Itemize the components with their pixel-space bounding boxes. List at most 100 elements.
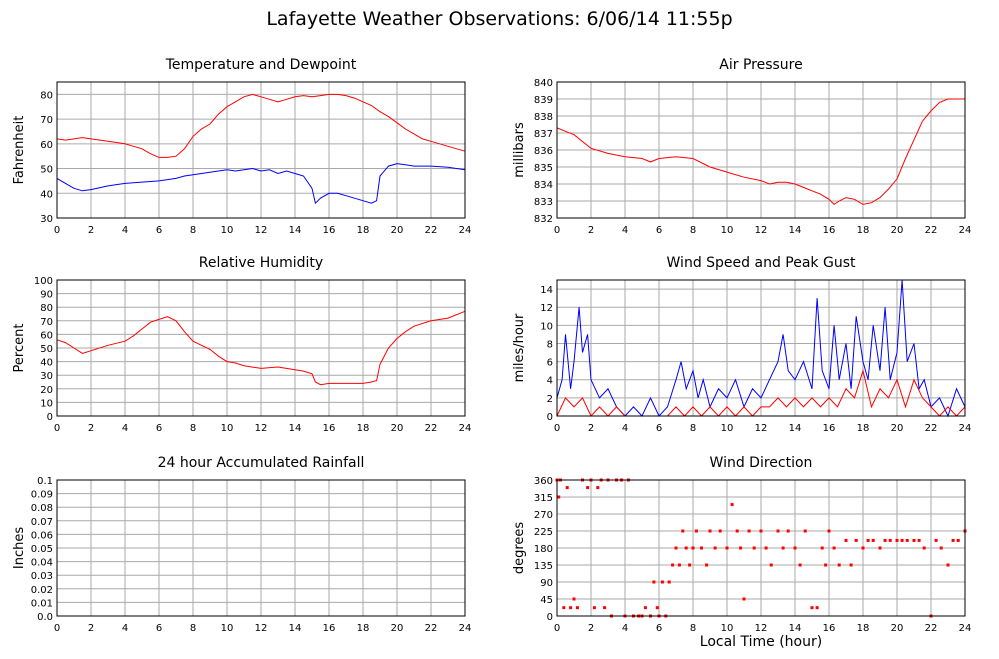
scatter-point	[643, 606, 647, 610]
x-tick-label: 6	[156, 623, 162, 634]
scatter-point	[660, 580, 664, 584]
x-tick-label: 6	[656, 623, 662, 634]
x-tick-label: 12	[255, 423, 268, 434]
scatter-point	[946, 563, 950, 567]
x-tick-label: 6	[656, 225, 662, 236]
humidity-chart: 0 2 4 6 8 10 12 14 16 18 20 22 240102030405060708090…	[12, 255, 471, 434]
scatter-point	[849, 563, 853, 567]
y-tick-label: 0.02	[31, 585, 53, 596]
y-axis-label: millibars	[512, 122, 527, 178]
x-tick-label: 18	[857, 423, 870, 434]
y-tick-label: 10	[40, 398, 53, 409]
scatter-point	[866, 538, 870, 542]
scatter-point	[934, 538, 938, 542]
y-axis-label: degrees	[512, 522, 527, 575]
y-tick-label: 40	[40, 189, 53, 200]
temperature-chart: 0 2 4 6 8 10 12 14 16 18 20 22 24304050607080Tempera…	[12, 57, 471, 236]
scatter-point	[939, 546, 943, 550]
scatter-point	[677, 563, 681, 567]
scatter-point	[684, 546, 688, 550]
chart-title: Air Pressure	[719, 57, 802, 73]
y-axis-label: Fahrenheit	[12, 116, 27, 185]
y-tick-label: 8	[547, 339, 553, 350]
scatter-point	[917, 538, 921, 542]
x-tick-label: 2	[588, 225, 594, 236]
y-tick-label: 837	[534, 129, 553, 140]
scatter-point	[815, 606, 819, 610]
y-tick-label: 12	[540, 303, 553, 314]
y-tick-label: 270	[534, 510, 553, 521]
y-tick-label: 0.0	[37, 612, 53, 623]
scatter-point	[827, 529, 831, 533]
y-tick-label: 0.03	[31, 571, 53, 582]
x-tick-label: 0	[554, 623, 560, 634]
series-line-1	[56, 163, 466, 205]
x-tick-label: 20	[891, 225, 904, 236]
scatter-point	[837, 563, 841, 567]
x-tick-label: 10	[721, 623, 734, 634]
y-tick-label: 0.08	[31, 503, 53, 514]
scatter-point	[883, 538, 887, 542]
y-tick-label: 100	[34, 276, 53, 287]
x-tick-label: 22	[425, 225, 438, 236]
scatter-point	[810, 606, 814, 610]
x-tick-label: 14	[289, 225, 302, 236]
scatter-point	[688, 563, 692, 567]
y-tick-label: 50	[40, 344, 53, 355]
y-tick-label: 225	[534, 527, 553, 538]
scatter-point	[786, 529, 790, 533]
x-tick-label: 2	[588, 423, 594, 434]
x-tick-label: 12	[755, 423, 768, 434]
x-tick-label: 16	[823, 225, 836, 236]
x-tick-label: 20	[391, 623, 404, 634]
y-tick-label: 135	[534, 561, 553, 572]
x-tick-label: 14	[789, 623, 802, 634]
x-tick-label: 20	[891, 623, 904, 634]
plot-frame	[56, 81, 466, 219]
scatter-point	[776, 529, 780, 533]
y-tick-label: 90	[40, 290, 53, 301]
y-tick-label: 833	[534, 197, 553, 208]
scatter-point	[596, 486, 600, 490]
x-tick-label: 8	[190, 623, 196, 634]
series-line-0	[56, 310, 466, 386]
y-tick-label: 834	[534, 180, 553, 191]
x-tick-label: 16	[323, 423, 336, 434]
scatter-point	[861, 546, 865, 550]
x-tick-label: 0	[54, 423, 60, 434]
scatter-point	[895, 538, 899, 542]
x-tick-label: 12	[255, 225, 268, 236]
y-tick-label: 180	[534, 544, 553, 555]
y-tick-label: 40	[40, 358, 53, 369]
scatter-point	[725, 546, 729, 550]
scatter-point	[878, 546, 882, 550]
y-tick-label: 0.05	[31, 544, 53, 555]
y-tick-label: 6	[547, 358, 553, 369]
plot-frame	[556, 479, 966, 617]
x-tick-label: 10	[721, 225, 734, 236]
x-axis-title: Local Time (hour)	[699, 634, 823, 650]
x-tick-label: 10	[221, 623, 234, 634]
scatter-point	[956, 538, 960, 542]
x-tick-label: 4	[622, 623, 628, 634]
x-tick-label: 2	[88, 423, 94, 434]
scatter-point	[603, 606, 607, 610]
scatter-point	[824, 563, 828, 567]
scatter-point	[871, 538, 875, 542]
x-tick-label: 20	[891, 423, 904, 434]
y-tick-label: 0	[547, 612, 553, 623]
x-tick-label: 4	[122, 225, 128, 236]
scatter-point	[655, 606, 659, 610]
x-tick-label: 14	[789, 225, 802, 236]
scatter-point	[793, 546, 797, 550]
chart-title: Temperature and Dewpoint	[165, 57, 357, 73]
y-tick-label: 0	[47, 412, 53, 423]
scatter-point	[730, 503, 734, 507]
rainfall-chart: 0 2 4 6 8 10 12 14 16 18 20 22 240.00.010.020.030.04…	[12, 455, 471, 634]
x-tick-label: 18	[357, 225, 370, 236]
y-tick-label: 10	[540, 321, 553, 332]
scatter-point	[557, 495, 561, 499]
y-tick-label: 60	[40, 140, 53, 151]
x-tick-label: 18	[357, 423, 370, 434]
